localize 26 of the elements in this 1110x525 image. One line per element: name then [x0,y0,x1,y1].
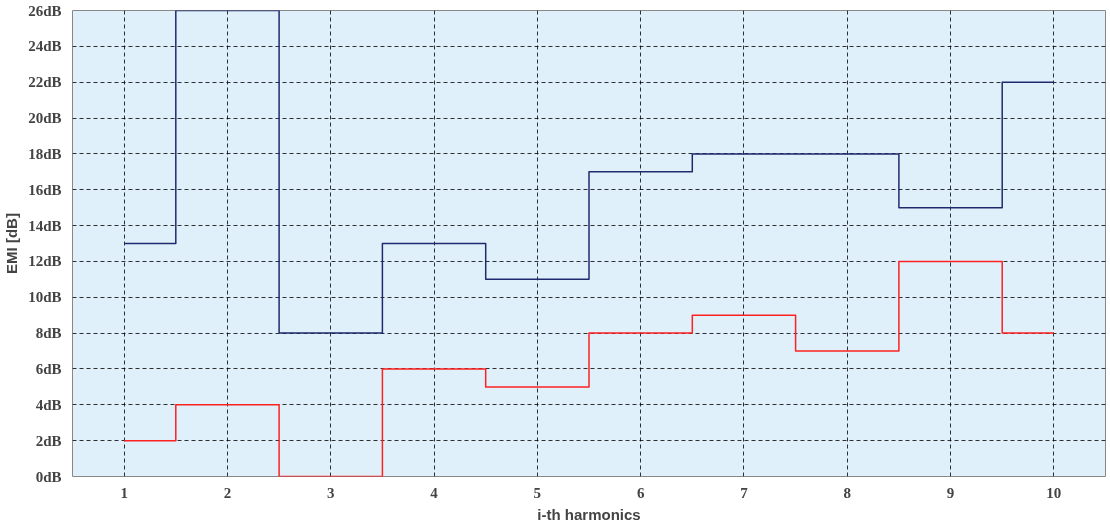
x-tick-label: 9 [946,484,955,501]
y-tick-label: 2dB [35,432,62,449]
y-tick-label: 0dB [35,468,62,485]
y-tick-label: 16dB [28,181,62,198]
x-tick-label: 2 [223,484,232,501]
x-tick-label: 3 [327,484,335,501]
y-tick-label: 26dB [28,2,62,19]
x-tick-label: 7 [740,484,749,501]
y-tick-label: 8dB [35,325,62,342]
y-tick-label: 14dB [28,217,62,234]
y-tick-label: 12dB [28,253,62,270]
y-tick-label: 18dB [28,145,62,162]
x-tick-label: 10 [1046,484,1062,501]
y-tick-label: 24dB [28,38,62,55]
y-tick-label: 4dB [35,396,62,413]
y-tick-label: 20dB [28,110,62,127]
x-tick-label: 8 [843,484,851,501]
y-tick-label: 22dB [28,74,62,91]
x-tick-label: 1 [120,484,128,501]
x-tick-label: 4 [430,484,439,501]
x-tick-label: 6 [636,484,645,501]
x-tick-label: 5 [533,484,542,501]
x-axis-title: i-th harmonics [537,505,641,523]
y-tick-label: 6dB [35,360,62,377]
y-axis-title: EMI [dB] [3,213,21,274]
y-tick-label: 10dB [28,289,62,306]
